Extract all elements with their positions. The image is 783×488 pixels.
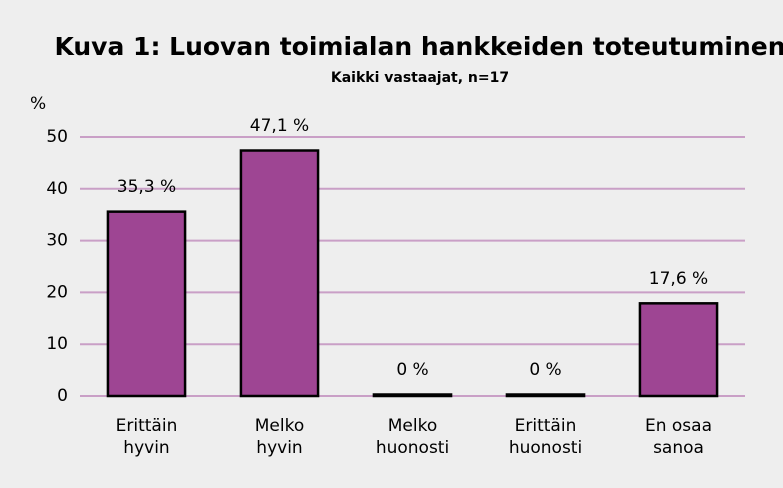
value-label: 17,6 % [649,269,708,289]
x-tick-label: Erittäin [515,416,577,436]
y-tick-label: 30 [46,231,68,251]
chart-title: Kuva 1: Luovan toimialan hankkeiden tote… [54,32,783,61]
value-label: 0 % [529,360,561,380]
y-axis-label: % [30,94,46,114]
x-tick-label: Melko [255,416,305,436]
x-tick-label: En osaa [645,416,712,436]
bar [505,393,586,398]
y-tick-label: 10 [46,334,68,354]
chart-subtitle: Kaikki vastaajat, n=17 [331,70,509,86]
x-tick-label: huonosti [376,438,449,458]
x-tick-label: sanoa [653,438,704,458]
bar [372,393,453,398]
x-tick-label: hyvin [256,438,302,458]
x-tick-label: hyvin [123,438,169,458]
value-label: 35,3 % [117,177,176,197]
bar [638,302,719,398]
bar [239,149,320,398]
value-label: 0 % [396,360,428,380]
y-tick-label: 0 [57,386,68,406]
bar [106,210,187,398]
y-tick-label: 20 [46,282,68,302]
x-tick-label: Erittäin [116,416,178,436]
x-tick-label: Melko [388,416,438,436]
y-tick-label: 50 [46,127,68,147]
x-tick-label: huonosti [509,438,582,458]
value-label: 47,1 % [250,116,309,136]
y-tick-label: 40 [46,179,68,199]
